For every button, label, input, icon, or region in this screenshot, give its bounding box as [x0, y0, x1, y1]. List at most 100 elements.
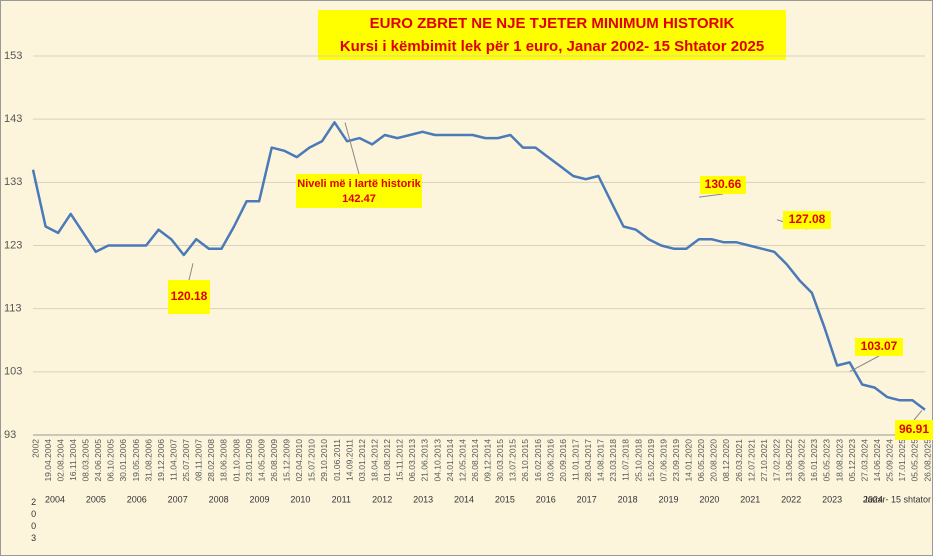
x-tick-label: 31.08.2006	[143, 439, 153, 482]
x-tick-label: 09.12.2014	[483, 439, 493, 482]
annotation-box	[855, 338, 903, 356]
x-tick-label: 14.09.2011	[344, 439, 354, 481]
x-tick-label: 16.02.2016	[533, 439, 543, 482]
x-tick-label: 23.09.2019	[671, 439, 681, 482]
x-tick-label: 06.03.2013	[407, 439, 417, 482]
year-label: 2022	[781, 494, 801, 504]
x-tick-label: 19.05.2006	[131, 439, 141, 482]
year-label: 2024	[863, 494, 883, 504]
x-tick-label: 29.10.2010	[319, 439, 329, 482]
x-tick-label: 25.10.2018	[633, 439, 643, 482]
x-tick-label: 01.06.2011	[332, 439, 342, 481]
line-series	[31, 121, 926, 411]
x-tick-label: 16.11.2004	[68, 439, 78, 481]
x-tick-label: 11.04.2007	[168, 439, 178, 481]
x-tick-label: 01.10.2008	[231, 439, 241, 482]
chart-subtitle: Kursi i këmbimit lek për 1 euro, Janar 2…	[340, 38, 764, 55]
x-tick-label: 15.11.2012	[395, 439, 405, 481]
x-tick-label: 03.06.2016	[545, 439, 555, 482]
year-label: 2004	[45, 494, 65, 504]
x-tick-label: 19.12.2006	[156, 439, 166, 482]
x-tick-label: 30.01.2006	[118, 439, 128, 482]
annotation-label: 96.91	[899, 422, 929, 436]
x-tick-label: 13.06.2022	[784, 439, 794, 482]
y-tick-label: 93	[4, 429, 16, 441]
x-tick-label: 23.03.2018	[608, 439, 618, 482]
y-tick-label: 113	[4, 303, 22, 315]
x-tick-label: 11.07.2018	[621, 439, 631, 481]
x-tick-label: 2002	[30, 439, 40, 458]
annotation-label: 120.18	[171, 289, 208, 303]
x-tick-label: 12.05.2014	[457, 439, 467, 482]
x-tick-label: 20.09.2016	[558, 439, 568, 482]
annotation-pointer	[913, 409, 923, 421]
year-label: 2010	[290, 494, 310, 504]
x-tick-label: 08.03.2005	[81, 439, 91, 482]
year-label: 2003	[29, 497, 39, 545]
x-tick-label: 24.06.2005	[93, 439, 103, 482]
year-label: 2014	[454, 494, 474, 504]
annotation-box	[168, 280, 210, 314]
title-box	[318, 10, 786, 60]
year-label: 2019	[658, 494, 678, 504]
year-label: 2012	[372, 494, 392, 504]
year-label: 2017	[577, 494, 597, 504]
x-tick-label: 02.08.2004	[55, 439, 65, 482]
x-tick-label: 11.01.2017	[570, 439, 580, 481]
x-tick-label: 30.03.2015	[495, 439, 505, 482]
x-tick-label: 14.08.2017	[596, 439, 606, 482]
x-tick-label: 05.05.2025	[910, 439, 920, 482]
annotation-label: 127.08	[789, 212, 826, 226]
annotation-pointer	[344, 122, 360, 175]
year-label: 2013	[413, 494, 433, 504]
x-tick-label: 26.08.2025	[922, 439, 932, 482]
x-tick-label: 15.02.2019	[646, 439, 656, 482]
x-tick-label: 17.02.2022	[771, 439, 781, 482]
x-tick-label: 18.08.2023	[834, 439, 844, 482]
x-tick-label: 13.07.2015	[508, 439, 518, 482]
year-label: 2011	[332, 494, 351, 504]
x-tick-label: 26.03.2021	[734, 439, 744, 482]
year-label: 2006	[127, 494, 147, 504]
annotation-box	[296, 174, 422, 208]
annotation-box	[700, 176, 746, 194]
x-tick-label: 01.08.2012	[382, 439, 392, 482]
chart-title: EURO ZBRET NE NJE TJETER MINIMUM HISTORI…	[370, 15, 735, 32]
y-tick-label: 143	[4, 113, 22, 125]
annotation-pointer	[849, 355, 880, 372]
x-tick-label: 04.10.2013	[432, 439, 442, 482]
year-label: 2005	[86, 494, 106, 504]
annotation-label: 130.66	[705, 177, 742, 191]
x-tick-label: 15.07.2010	[307, 439, 317, 482]
x-tick-label: 27.10.2021	[759, 439, 769, 482]
year-label: 2007	[168, 494, 188, 504]
x-tick-label: 19.04.2004	[43, 439, 53, 482]
year-label: 2009	[249, 494, 269, 504]
x-tick-label: 17.01.2025	[897, 439, 907, 482]
x-tick-label: 18.06.2008	[219, 439, 229, 482]
x-tick-label: 15.12.2009	[282, 439, 292, 482]
x-tick-label: 06.10.2005	[106, 439, 116, 482]
x-tick-label: 05.05.2023	[822, 439, 832, 482]
annotation-box	[895, 420, 933, 440]
x-tick-label: 29.09.2022	[797, 439, 807, 482]
year-label: Janar- 15 shtator	[863, 494, 931, 504]
x-tick-label: 12.07.2021	[746, 439, 756, 482]
x-tick-label: 21.06.2013	[420, 439, 430, 482]
x-tick-label: 06.05.2020	[696, 439, 706, 482]
x-tick-label: 26.08.2014	[470, 439, 480, 482]
x-tick-label: 18.04.2012	[369, 439, 379, 482]
x-tick-label: 25.09.2024	[885, 439, 895, 482]
x-tick-label: 14.05.2009	[256, 439, 266, 482]
x-tick-label: 24.01.2014	[445, 439, 455, 482]
x-tick-label: 27.03.2024	[859, 439, 869, 482]
year-label: 2015	[495, 494, 515, 504]
y-tick-label: 103	[4, 366, 22, 378]
x-tick-label: 20.08.2020	[709, 439, 719, 482]
x-tick-label: 14.06.2024	[872, 439, 882, 482]
year-label: 2021	[740, 494, 760, 504]
x-tick-label: 05.12.2023	[847, 439, 857, 482]
x-tick-label: 08.11.2007	[194, 439, 204, 481]
